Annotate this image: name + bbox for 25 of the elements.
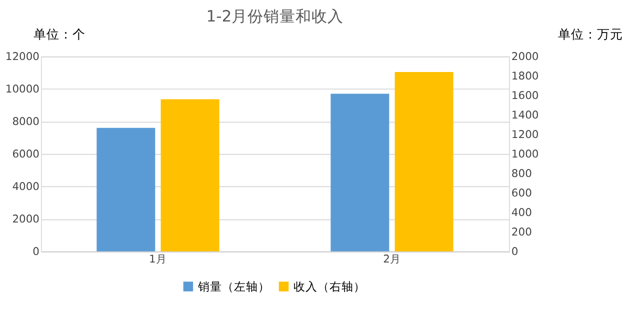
y2-axis-title: 单位：万元	[558, 26, 624, 42]
y2-tick-label: 1000	[511, 147, 539, 160]
y-tick-label: 2000	[12, 212, 40, 226]
y-tick-label: 12000	[5, 50, 40, 63]
y-tick-label: 8000	[12, 114, 40, 128]
y2-tick-label: 800	[511, 166, 532, 180]
y-tick-label: 10000	[5, 82, 40, 96]
x-tick-label: 2月	[383, 252, 401, 266]
y-axis-title: 单位：个	[34, 26, 86, 42]
x-tick-label: 1月	[149, 252, 167, 266]
y2-tick-label: 600	[511, 186, 532, 200]
y-tick-label: 0	[32, 244, 40, 258]
y2-tick-label: 1800	[511, 69, 539, 82]
y2-tick-label: 400	[511, 206, 532, 219]
y2-tick-label: 1400	[511, 108, 539, 122]
y-tick-label: 4000	[12, 180, 40, 193]
y2-tick-label: 0	[511, 244, 518, 258]
legend-label: 销量（左轴）	[196, 279, 270, 294]
y2-tick-label: 1600	[511, 88, 539, 102]
legend-label: 收入（右轴）	[294, 279, 366, 294]
y-tick-label: 6000	[12, 147, 40, 160]
chart-title: 1-2月份销量和收入	[206, 7, 344, 26]
y2-tick-label: 200	[511, 225, 532, 238]
y2-tick-label: 1200	[511, 128, 539, 141]
y2-tick-label: 2000	[511, 50, 539, 63]
